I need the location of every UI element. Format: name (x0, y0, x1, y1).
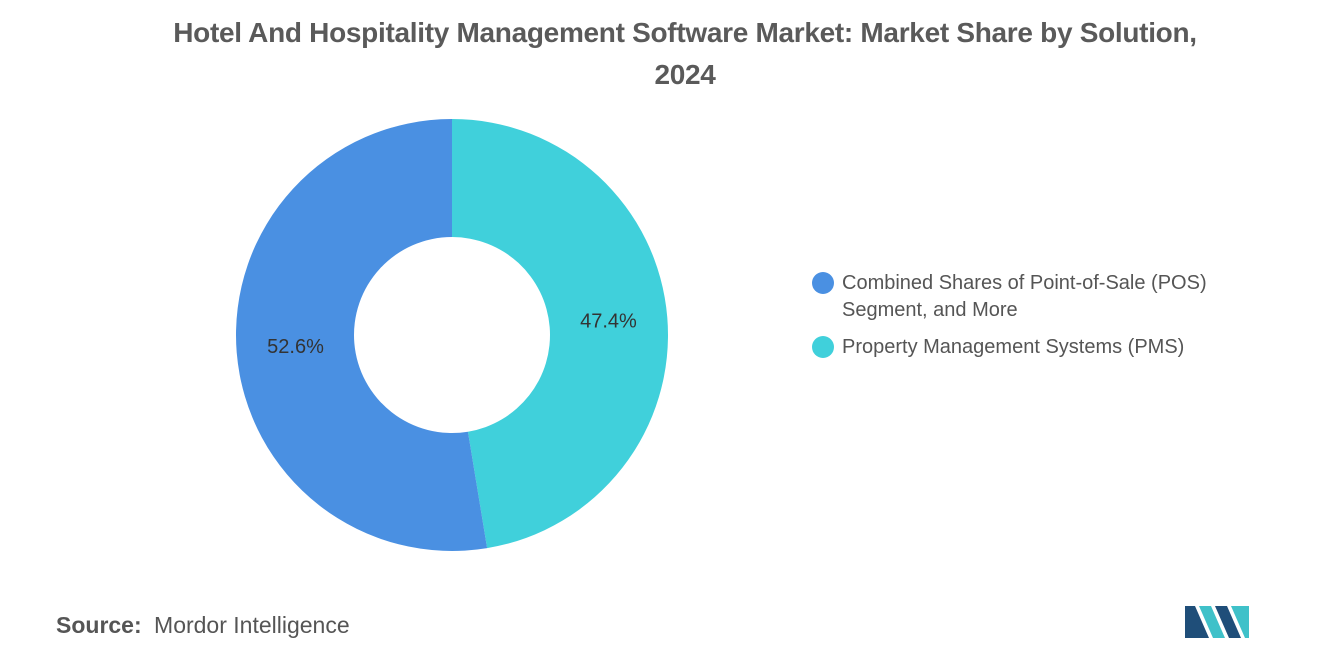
slice-label-0: 47.4% (580, 310, 637, 332)
legend-item-pos: Combined Shares of Point-of-Sale (POS) S… (812, 270, 1272, 324)
slice-1 (235, 119, 488, 552)
slice-label-1: 52.6% (267, 336, 324, 358)
legend-item-pms: Property Management Systems (PMS) (812, 334, 1272, 361)
source-value: Mordor Intelligence (154, 612, 350, 638)
source-key: Source: (56, 612, 142, 638)
legend-swatch-pos (812, 272, 834, 294)
legend-label-pos: Combined Shares of Point-of-Sale (POS) S… (842, 272, 1207, 321)
slice-0 (452, 119, 668, 549)
legend-swatch-pms (812, 336, 834, 358)
chart-title: Hotel And Hospitality Management Softwar… (173, 17, 1197, 90)
legend-label-pms: Property Management Systems (PMS) (842, 336, 1185, 358)
legend: Combined Shares of Point-of-Sale (POS) S… (812, 270, 1272, 371)
mordor-intelligence-logo-icon (1185, 606, 1249, 638)
source-note: Source: Mordor Intelligence (56, 612, 350, 639)
